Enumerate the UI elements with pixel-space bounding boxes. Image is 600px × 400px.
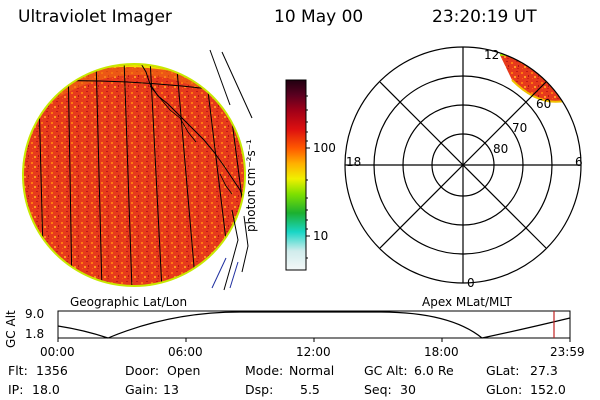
orbit-xtick-2: 12:00 <box>296 345 331 359</box>
date-label: 10 May 00 <box>274 7 364 27</box>
ip-value: 18.0 <box>32 382 60 397</box>
mlt-label-0: 0 <box>467 276 475 290</box>
glon-value: 152.0 <box>530 382 566 397</box>
orbit-xtick-3: 18:00 <box>424 345 459 359</box>
orbit-xtick-1: 06:00 <box>168 345 203 359</box>
gc-alt-value: 6.0 Re <box>414 363 454 378</box>
orbit-ytick-top: 9.0 <box>25 307 45 321</box>
apex-map-title: Apex MLat/MLT <box>422 295 512 309</box>
colorbar <box>285 79 310 271</box>
glon-label: GLon: <box>486 382 523 397</box>
geographic-map-title: Geographic Lat/Lon <box>70 295 188 309</box>
door-label: Door: <box>125 363 160 378</box>
orbit-xtick-4: 23:59 <box>550 345 585 359</box>
flight-value: 1356 <box>36 363 68 378</box>
orbit-ytick-bottom: 1.8 <box>25 327 45 341</box>
orbit-ylabel: GC Alt <box>4 310 18 348</box>
earth-disk-image <box>22 49 253 291</box>
glat-label: GLat: <box>486 363 520 378</box>
colorbar-unit-label: photon cm⁻²s⁻¹ <box>244 139 258 232</box>
gc-alt-label: GC Alt: <box>364 363 408 378</box>
mode-label: Mode: <box>245 363 284 378</box>
door-value: Open <box>167 363 201 378</box>
dsp-label: Dsp: <box>245 382 274 397</box>
seq-value: 30 <box>400 382 416 397</box>
dsp-value: 5.5 <box>300 382 320 397</box>
gain-value: 13 <box>163 382 179 397</box>
glat-value: 27.3 <box>530 363 558 378</box>
seq-label: Seq: <box>364 382 392 397</box>
time-label: 23:20:19 UT <box>432 7 537 27</box>
orbit-altitude-plot <box>57 310 571 342</box>
mlat-label-70: 70 <box>512 121 528 135</box>
orbit-xtick-0: 00:00 <box>40 345 75 359</box>
colorbar-tick-10: 10 <box>313 229 329 243</box>
mode-value: Normal <box>289 363 335 378</box>
mlat-label-60: 60 <box>536 97 552 111</box>
mlt-label-6: 6 <box>575 155 583 169</box>
flight-label: Flt: <box>8 363 28 378</box>
instrument-title: Ultraviolet Imager <box>18 7 172 27</box>
polar-plot <box>344 46 582 284</box>
ip-label: IP: <box>8 382 24 397</box>
mlt-label-18: 18 <box>346 155 362 169</box>
colorbar-tick-100: 100 <box>313 141 336 155</box>
mlt-label-12: 12 <box>484 48 500 62</box>
mlat-label-80: 80 <box>493 142 509 156</box>
gain-label: Gain: <box>125 382 158 397</box>
